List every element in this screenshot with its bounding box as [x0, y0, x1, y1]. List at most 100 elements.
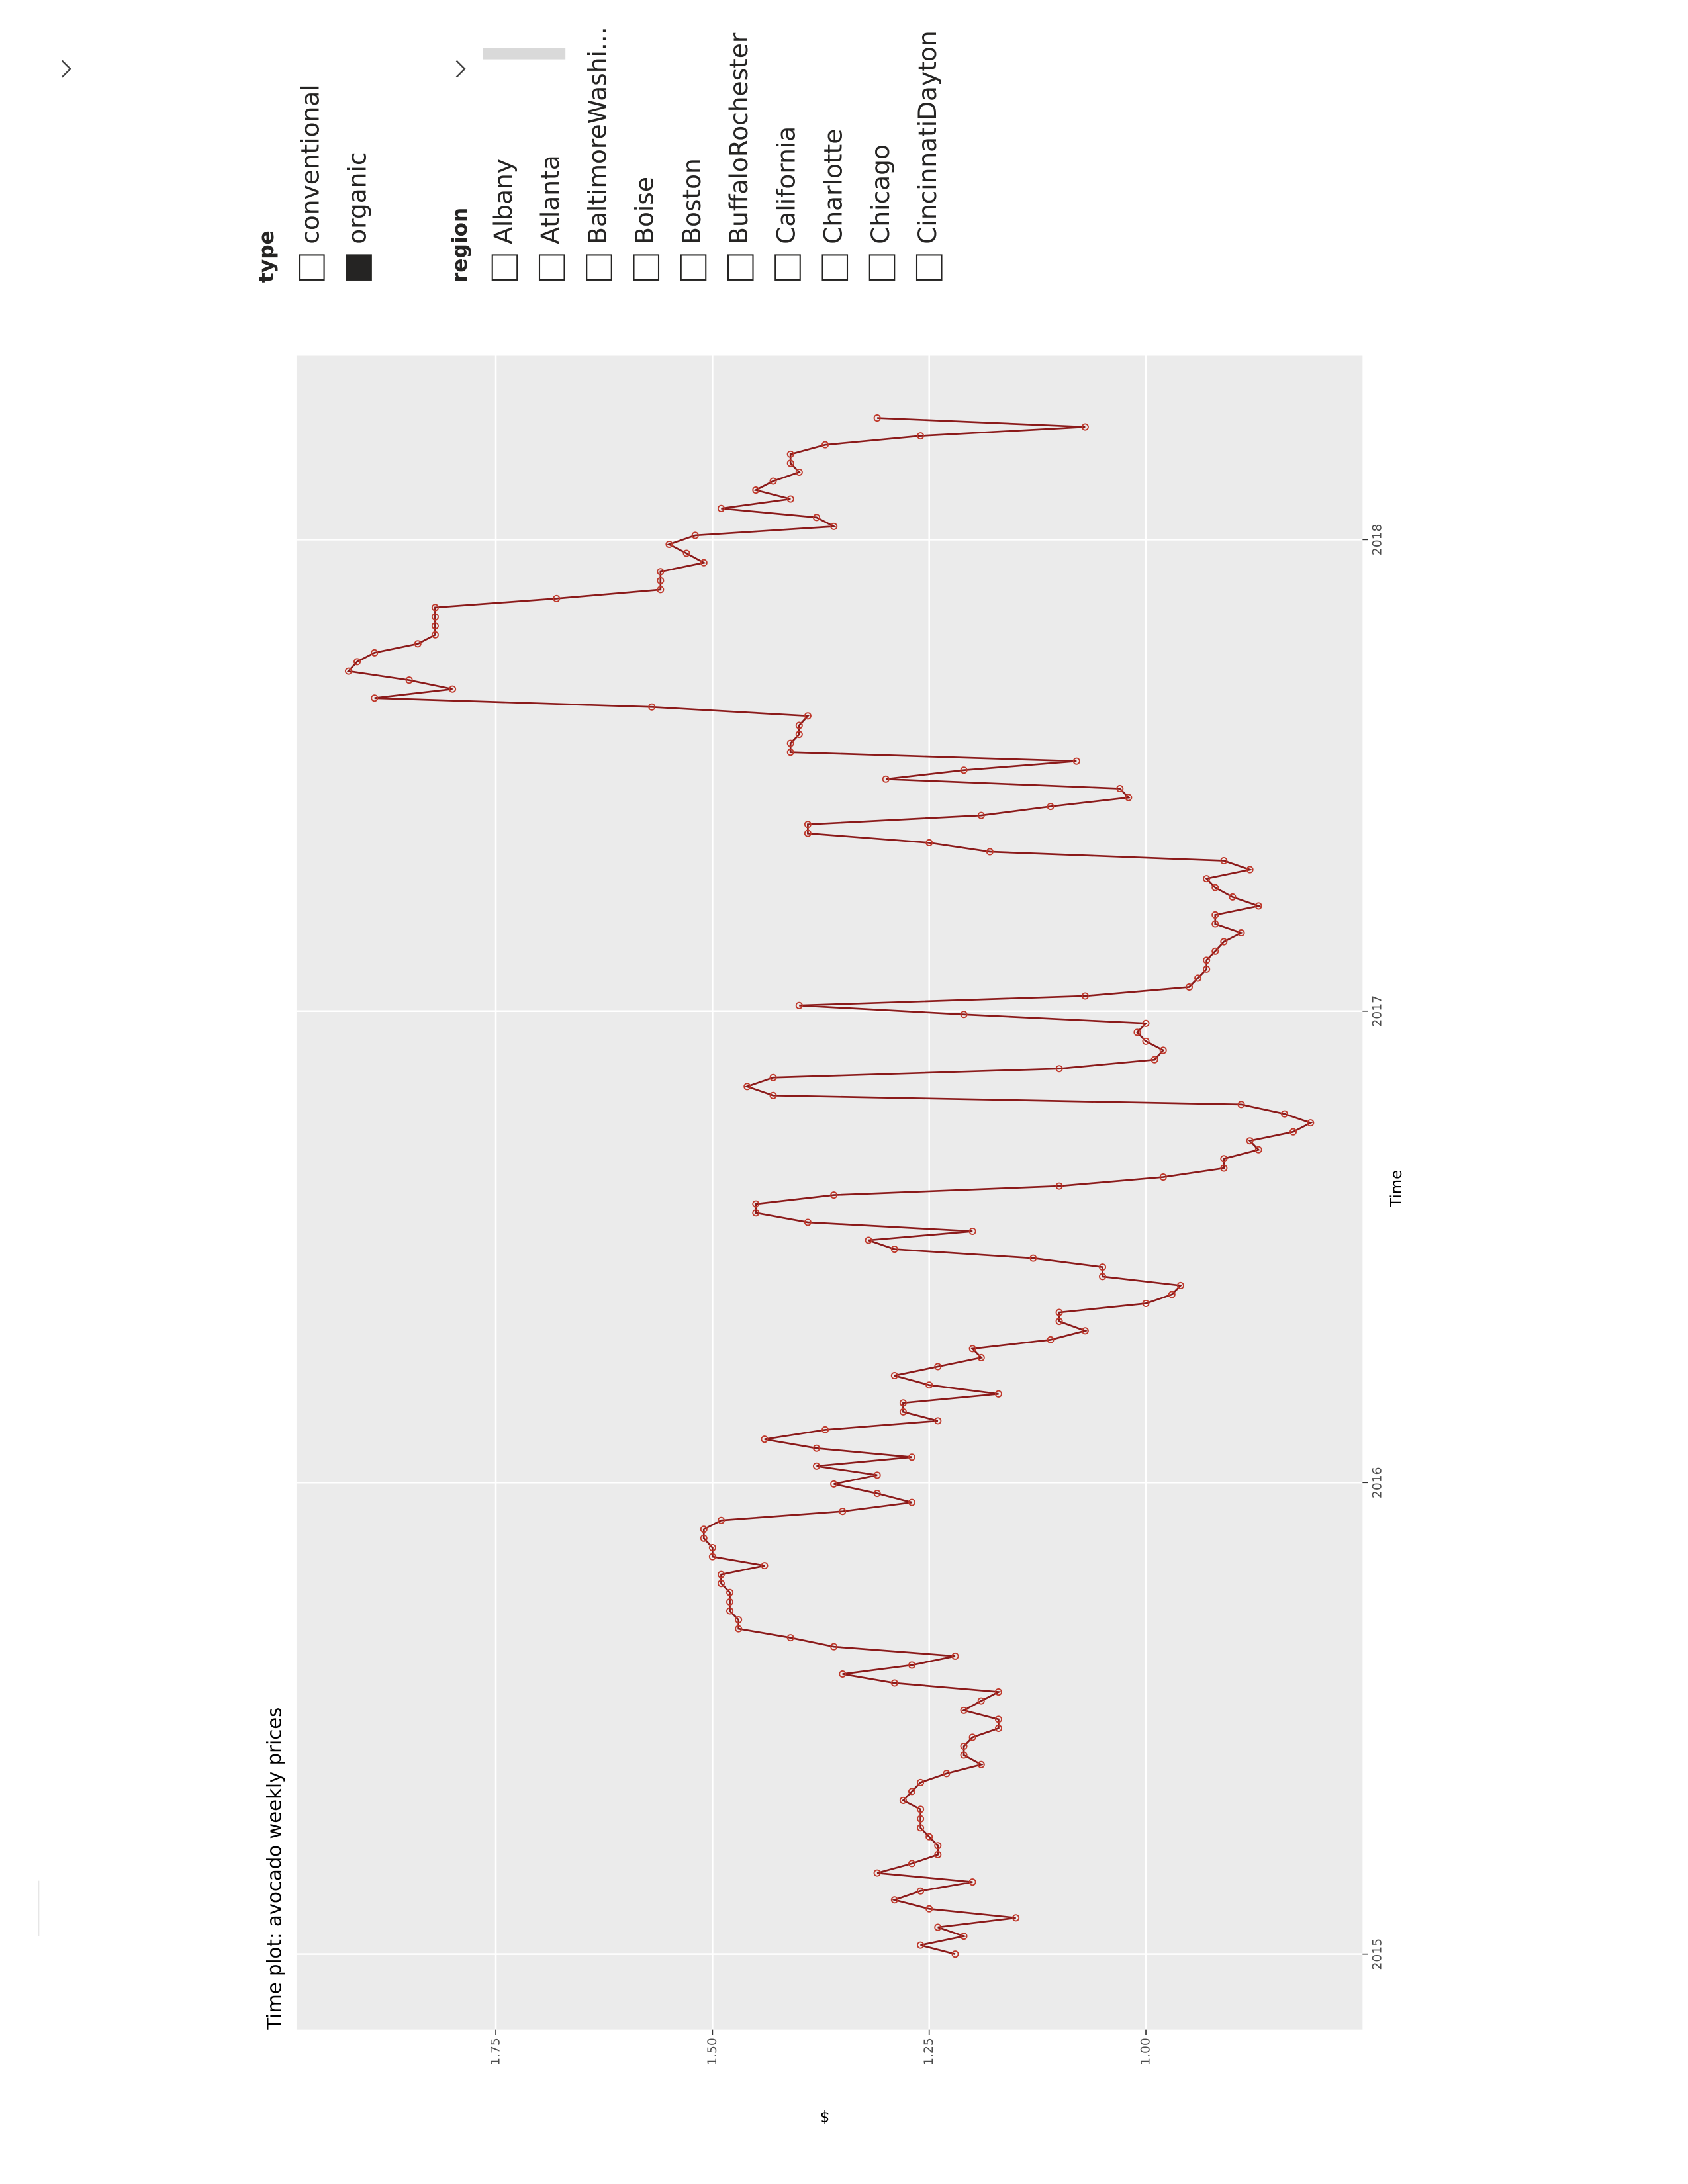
data-point [1220, 1164, 1228, 1172]
y-tick-label: 1.25 [922, 2038, 936, 2066]
data-point [1203, 965, 1211, 973]
slicer-item[interactable]: CincinnatiDayton [913, 30, 942, 244]
data-point [908, 1453, 916, 1461]
data-point [934, 1842, 942, 1850]
data-point [1150, 1056, 1158, 1064]
data-point [925, 839, 933, 846]
slicer-checkbox[interactable] [491, 254, 518, 281]
data-point [908, 1498, 916, 1506]
data-point [1072, 757, 1080, 765]
data-point [890, 1679, 898, 1687]
slicer-checkbox[interactable] [868, 254, 896, 281]
slicer-item[interactable]: Atlanta [536, 155, 565, 244]
data-point [1176, 1281, 1184, 1289]
slicer-item[interactable]: Chicago [866, 144, 895, 244]
data-point [994, 1715, 1002, 1723]
data-point [882, 775, 890, 783]
data-point [752, 1200, 760, 1208]
data-point [431, 604, 439, 612]
data-point [839, 1508, 847, 1516]
slicer-item[interactable]: Boise [630, 177, 659, 244]
slicer-checkbox[interactable] [680, 254, 707, 281]
x-axis-title: Time [1388, 1170, 1405, 1208]
data-point [994, 1390, 1002, 1398]
data-point [821, 1426, 829, 1433]
slicer-checkbox[interactable] [774, 254, 801, 281]
slicer-checkbox[interactable] [299, 254, 325, 281]
data-point [657, 586, 665, 594]
slicer-chevron[interactable] [61, 60, 72, 78]
slicer-checkbox[interactable] [727, 254, 754, 281]
data-point [1159, 1173, 1167, 1181]
slicer-checkbox[interactable] [586, 254, 612, 281]
slicer-title: region [448, 208, 472, 283]
data-point [977, 1697, 985, 1705]
data-point [752, 486, 760, 494]
data-point [865, 1236, 872, 1244]
data-point [371, 694, 379, 702]
data-point [899, 1408, 907, 1416]
data-point [648, 703, 656, 711]
data-point [1220, 857, 1228, 865]
x-tick-label: 2016 [1371, 1467, 1385, 1498]
data-point [1047, 1336, 1055, 1343]
data-point [908, 1788, 916, 1796]
data-point [917, 1824, 925, 1832]
data-point [968, 1227, 976, 1236]
data-point [1099, 1273, 1107, 1281]
data-point [899, 1399, 907, 1407]
data-point [657, 576, 665, 584]
data-point [726, 1598, 734, 1606]
data-point [786, 749, 794, 756]
data-point [934, 1850, 942, 1858]
data-point [917, 1805, 925, 1813]
data-point [839, 1670, 847, 1678]
data-point [1142, 1037, 1150, 1045]
data-point [717, 1516, 725, 1524]
slicer-checkbox[interactable] [821, 254, 849, 281]
data-point [986, 848, 994, 856]
data-point [761, 1562, 769, 1570]
slicer-checkbox[interactable] [915, 254, 943, 281]
data-point [960, 1742, 968, 1751]
data-point [1246, 1137, 1254, 1145]
data-point [1125, 794, 1133, 801]
data-point [1211, 911, 1219, 919]
scrollbar[interactable] [483, 48, 566, 60]
data-point [743, 1083, 751, 1091]
slicer-item[interactable]: organic [343, 152, 372, 244]
data-point [1081, 423, 1089, 431]
slicer-item[interactable]: Boston [677, 158, 706, 244]
data-point [925, 1381, 933, 1389]
slicer-checkbox[interactable] [538, 254, 565, 281]
slicer-checkbox[interactable] [346, 254, 372, 281]
slicer-item[interactable]: Charlotte [819, 129, 848, 244]
slicer-item[interactable]: California [772, 126, 801, 244]
slicer-item[interactable]: BuffaloRochester [724, 32, 753, 244]
data-point [700, 559, 708, 567]
data-point [994, 1688, 1002, 1696]
slicer-chevron[interactable] [455, 60, 466, 78]
data-point [890, 1371, 898, 1380]
data-point [1012, 1914, 1020, 1922]
data-point [804, 821, 812, 829]
slicer-checkbox[interactable] [633, 254, 660, 281]
data-point [1237, 1101, 1245, 1109]
slicer-item[interactable]: Albany [489, 159, 518, 244]
data-point [960, 1751, 968, 1759]
data-point [769, 1091, 777, 1099]
data-point [1246, 866, 1254, 874]
data-point [795, 1001, 803, 1009]
data-point [873, 1869, 881, 1877]
slicer-item[interactable]: BaltimoreWashi... [583, 26, 612, 244]
data-point [665, 540, 673, 548]
data-point [1081, 992, 1089, 1000]
y-axis-title: $ [820, 2108, 830, 2125]
data-point [977, 1353, 985, 1361]
data-point [1185, 983, 1193, 991]
data-point [786, 1634, 794, 1642]
data-point [691, 531, 699, 539]
data-point [1229, 893, 1237, 901]
slicer-item[interactable]: conventional [295, 84, 324, 244]
data-point [1203, 875, 1211, 883]
